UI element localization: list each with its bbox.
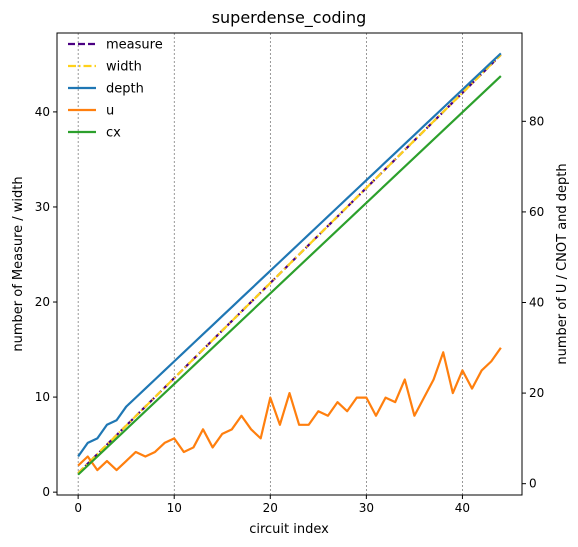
right-tick-label: 60: [529, 205, 544, 219]
right-axis-label: number of U / CNOT and depth: [555, 163, 570, 364]
series-line-measure: [77, 54, 502, 474]
right-tick-label: 80: [529, 114, 544, 128]
x-tick-label: 0: [74, 501, 82, 515]
left-tick-label: 10: [35, 390, 50, 404]
right-tick-label: 40: [529, 296, 544, 310]
series-line-u: [77, 347, 502, 472]
series-layer: [77, 52, 502, 476]
axes: 0 10 20 30 40 0 10 20 30 40 0 20 40 60 80: [35, 105, 545, 515]
x-axis-label: circuit index: [249, 522, 329, 537]
x-tick-label: 10: [167, 501, 182, 515]
legend-label-measure: measure: [106, 38, 163, 53]
left-axis-label: number of Measure / width: [11, 176, 26, 351]
right-tick-label: 0: [529, 477, 537, 491]
series-line-width: [77, 54, 502, 474]
x-tick-label: 40: [455, 501, 470, 515]
left-tick-label: 0: [42, 485, 50, 499]
legend-label-cx: cx: [106, 126, 121, 141]
plot-frame: [56, 32, 523, 496]
legend: measure width depth u cx: [68, 38, 163, 141]
legend-label-width: width: [106, 60, 142, 75]
left-tick-label: 30: [35, 200, 50, 214]
series-line-cx: [77, 75, 502, 476]
series-line-depth: [77, 52, 502, 458]
left-tick-label: 20: [35, 295, 50, 309]
legend-label-depth: depth: [106, 82, 144, 97]
right-tick-label: 20: [529, 386, 544, 400]
left-tick-label: 40: [35, 105, 50, 119]
x-tick-label: 30: [359, 501, 374, 515]
chart-title: superdense_coding: [212, 8, 367, 28]
x-tick-label: 20: [263, 501, 278, 515]
legend-label-u: u: [106, 104, 114, 119]
